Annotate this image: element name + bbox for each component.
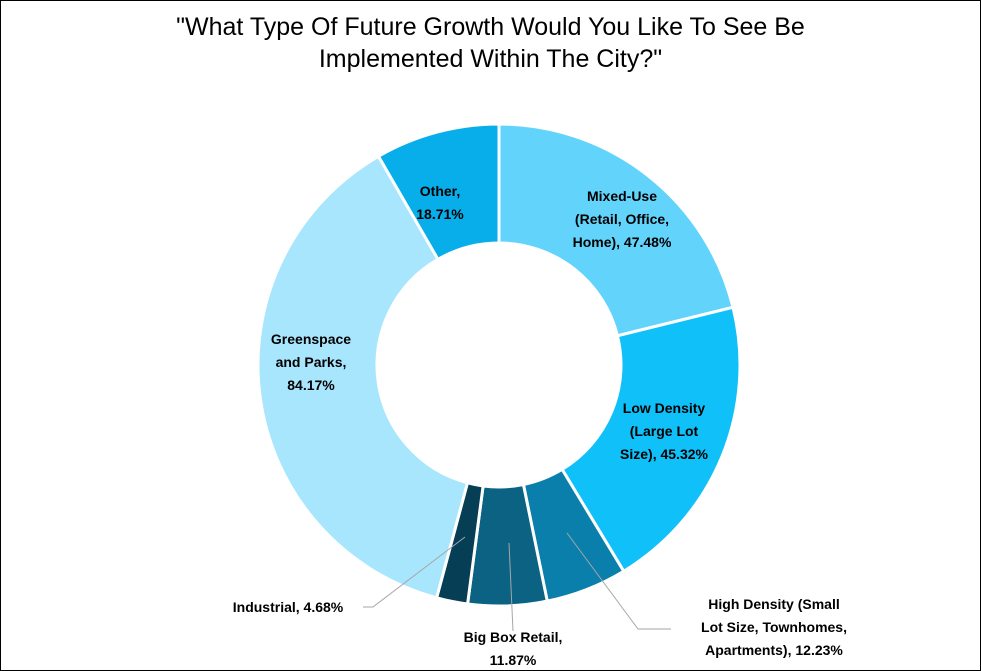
slice-label-line: Apartments), 12.23% (705, 642, 843, 658)
slice-label-line: Home), 47.48% (573, 234, 672, 250)
slice-label-line: Industrial, 4.68% (233, 599, 344, 615)
slice-label: Mixed-Use (Retail, Office, Home), 47.48% (573, 188, 672, 250)
slice-label: Other, 18.71% (416, 183, 464, 222)
slice-label-line: (Retail, Office, (575, 211, 669, 227)
slice-greenspace-and-parks (256, 154, 470, 600)
slice-label: Big Box Retail, 11.87% (464, 629, 563, 668)
slice-label: Low Density (Large Lot Size), 45.32% (620, 400, 708, 462)
slice-low-density-large-lot-size (560, 305, 742, 574)
leader-line (566, 532, 671, 630)
slice-label-line: Greenspace (271, 331, 351, 347)
chart-title: "What Type Of Future Growth Would You Li… (1, 11, 980, 75)
slice-label-line: 84.17% (287, 377, 335, 393)
leader-line (363, 536, 466, 608)
slice-label-line: (Large Lot (630, 423, 699, 439)
slice-label: Industrial, 4.68% (233, 599, 344, 615)
slice-label: Greenspace and Parks, 84.17% (271, 331, 351, 393)
slice-mixed-use-retail-office-home (497, 122, 735, 338)
slice-label-line: Mixed-Use (587, 188, 657, 204)
slice-label-line: 18.71% (416, 206, 464, 222)
slice-other (376, 122, 501, 262)
chart-title-line-1: "What Type Of Future Growth Would You Li… (176, 13, 805, 41)
slice-label-line: and Parks, (276, 354, 347, 370)
slice-label-line: Low Density (623, 400, 706, 416)
slice-label-line: High Density (Small (708, 596, 839, 612)
chart-title-line-2: Implemented Within The City?" (318, 45, 663, 73)
slice-label-line: 11.87% (490, 652, 537, 668)
slice-label-line: Size), 45.32% (620, 446, 708, 462)
slice-label-line: Other, (420, 183, 460, 199)
slice-label: High Density (Small Lot Size, Townhomes, A… (701, 596, 847, 658)
leader-line (508, 542, 514, 632)
slice-label-line: Big Box Retail, (464, 629, 563, 645)
slice-label-line: Lot Size, Townhomes, (701, 619, 847, 635)
